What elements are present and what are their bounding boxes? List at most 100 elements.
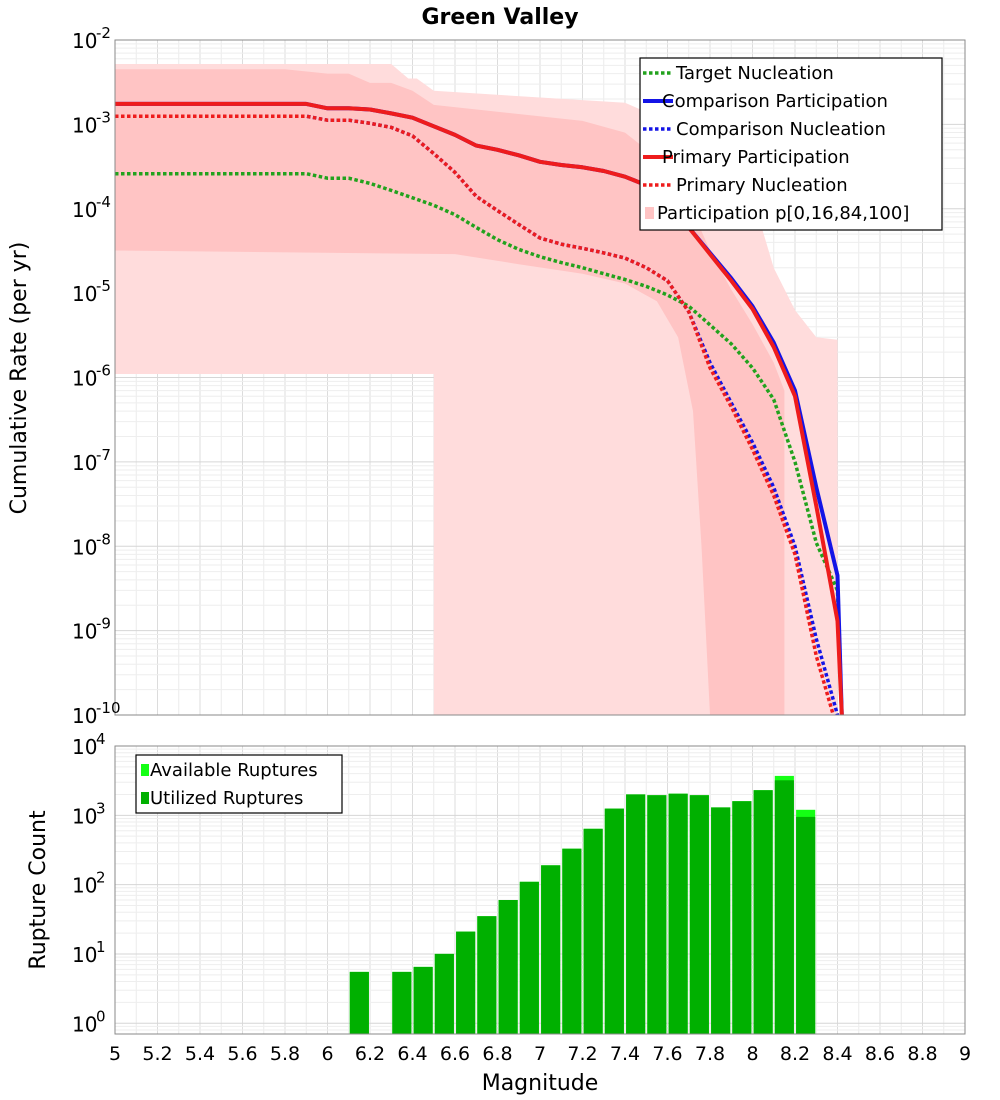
y-tick-exp-top-4: -6 — [96, 362, 111, 380]
x-tick-2: 5.4 — [185, 1043, 215, 1065]
top-panel-lines — [115, 101, 844, 716]
x-tick-10: 7 — [534, 1043, 546, 1065]
bottom-plot-frame — [114, 745, 966, 1035]
bar-utilized-4 — [456, 931, 476, 1034]
y-tick-bot-1: 10 — [72, 804, 97, 828]
bar-utilized-16 — [711, 807, 731, 1034]
x-tick-14: 7.8 — [695, 1043, 725, 1065]
series-line-0 — [115, 171, 844, 716]
y-tick-exp-top-2: -4 — [96, 193, 111, 211]
bar-utilized-6 — [498, 900, 518, 1034]
bottom-legend: Available Ruptures Utilized Ruptures — [135, 754, 343, 814]
x-tick-15: 8 — [746, 1043, 758, 1065]
legend-label-5: Participation p[0,16,84,100] — [657, 203, 909, 224]
bar-utilized-12 — [626, 794, 646, 1034]
legend-label-2: Comparison Nucleation — [676, 119, 886, 140]
legend-label-4: Primary Nucleation — [676, 175, 848, 196]
legend-label-3: Primary Participation — [662, 147, 850, 168]
y-tick-top-1: 10 — [72, 113, 97, 137]
bar-utilized-3 — [434, 953, 454, 1034]
y-tick-exp-bot-3: 1 — [96, 938, 106, 956]
top-legend-items: Target Nucleation Comparison Participatio… — [643, 63, 909, 224]
legend-label-0: Target Nucleation — [675, 63, 834, 84]
x-tick-20: 9 — [959, 1043, 971, 1065]
bar-utilized-20 — [796, 816, 816, 1034]
y-tick-exp-top-8: -10 — [96, 699, 121, 717]
y-tick-top-4: 10 — [72, 367, 97, 391]
bar-utilized-18 — [753, 790, 773, 1034]
y-tick-exp-bot-2: 2 — [96, 869, 106, 887]
y-tick-bot-4: 10 — [72, 1012, 97, 1036]
x-tick-18: 8.6 — [865, 1043, 895, 1065]
x-tick-12: 7.4 — [610, 1043, 640, 1065]
y-tick-exp-bot-0: 4 — [96, 730, 106, 748]
y-tick-exp-top-1: -3 — [96, 108, 111, 126]
bar-utilized-9 — [562, 848, 582, 1034]
bottom-legend-items: Available Ruptures Utilized Ruptures — [141, 760, 318, 809]
bottom-y-axis-label: Rupture Count — [26, 810, 51, 970]
x-tick-7: 6.4 — [397, 1043, 427, 1065]
x-tick-labels: 5 5.2 5.4 5.6 5.8 6 6.2 6.4 6.6 6.8 7 7.2 7.4 7.6 7.8 8… — [109, 1043, 971, 1065]
series-line-3 — [115, 101, 844, 716]
bar-utilized-13 — [647, 795, 667, 1034]
bar-utilized-10 — [583, 828, 603, 1034]
bottom-legend-swatch-1 — [141, 792, 149, 804]
x-tick-9: 6.8 — [482, 1043, 512, 1065]
top-legend: Target Nucleation Comparison Participatio… — [639, 57, 943, 231]
y-tick-bot-2: 10 — [72, 874, 97, 898]
bar-utilized-8 — [541, 865, 561, 1034]
x-tick-4: 5.8 — [270, 1043, 300, 1065]
y-tick-top-6: 10 — [72, 535, 97, 559]
bottom-legend-box — [135, 754, 343, 814]
x-tick-0: 5 — [109, 1043, 121, 1065]
top-y-tick-labels: 10-210-310-410-510-610-710-810-910-10 — [72, 24, 121, 728]
y-tick-bot-0: 10 — [72, 735, 97, 759]
bottom-panel-bars — [349, 775, 816, 1034]
bottom-legend-swatch-0 — [141, 764, 149, 776]
bar-utilized-19 — [774, 780, 794, 1034]
y-tick-exp-top-7: -9 — [96, 615, 111, 633]
band-p16-p84 — [115, 69, 785, 716]
y-tick-exp-top-6: -8 — [96, 530, 111, 548]
x-tick-1: 5.2 — [142, 1043, 172, 1065]
bar-utilized-2 — [413, 966, 433, 1034]
bar-utilized-11 — [604, 808, 624, 1034]
legend-swatch-5 — [645, 207, 654, 219]
y-tick-top-8: 10 — [72, 704, 97, 728]
y-tick-exp-bot-1: 3 — [96, 799, 106, 817]
x-tick-8: 6.6 — [440, 1043, 470, 1065]
bottom-legend-label-0: Available Ruptures — [150, 760, 318, 781]
y-tick-exp-top-5: -7 — [96, 446, 111, 464]
x-tick-6: 6.2 — [355, 1043, 385, 1065]
top-plot-frame — [114, 39, 966, 716]
y-tick-exp-bot-4: 0 — [96, 1007, 106, 1025]
bar-utilized-1 — [392, 971, 412, 1034]
y-tick-top-5: 10 — [72, 451, 97, 475]
y-tick-exp-top-3: -5 — [96, 277, 111, 295]
bar-utilized-15 — [689, 795, 709, 1034]
y-tick-bot-3: 10 — [72, 943, 97, 967]
y-tick-top-7: 10 — [72, 620, 97, 644]
top-legend-box — [639, 57, 943, 231]
x-tick-16: 8.2 — [780, 1043, 810, 1065]
x-tick-5: 6 — [321, 1043, 333, 1065]
series-line-4 — [115, 114, 835, 716]
y-tick-top-3: 10 — [72, 282, 97, 306]
y-tick-top-0: 10 — [72, 29, 97, 53]
top-y-axis-label: Cumulative Rate (per yr) — [7, 242, 32, 515]
x-tick-13: 7.6 — [652, 1043, 682, 1065]
legend-label-1: Comparison Participation — [662, 91, 888, 112]
x-axis-label: Magnitude — [482, 1071, 599, 1096]
bar-utilized-17 — [732, 801, 752, 1034]
chart-title: Green Valley — [421, 5, 578, 30]
bar-utilized-5 — [477, 916, 497, 1034]
x-tick-3: 5.6 — [227, 1043, 257, 1065]
bar-utilized-7 — [519, 881, 539, 1034]
bottom-legend-label-1: Utilized Ruptures — [150, 788, 303, 809]
y-tick-top-2: 10 — [72, 198, 97, 222]
bar-utilized-0 — [349, 971, 369, 1034]
x-tick-11: 7.2 — [567, 1043, 597, 1065]
x-tick-17: 8.4 — [822, 1043, 852, 1065]
